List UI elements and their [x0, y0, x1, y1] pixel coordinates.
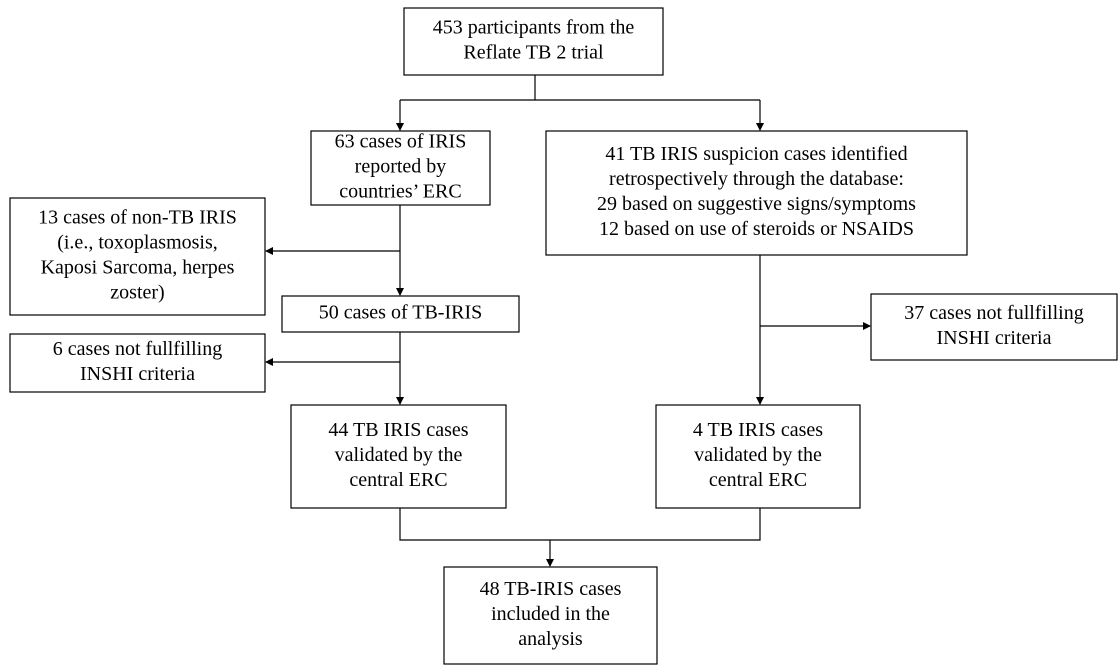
boxes: 453 participants from the Reflate TB 2 tr…: [9, 7, 1118, 665]
box-text: Kaposi Sarcoma, herpes: [41, 257, 235, 279]
box-text: 29 based on suggestive signs/symptoms: [597, 193, 916, 215]
box: [545, 130, 968, 256]
box-text: reported by: [355, 156, 447, 178]
box-text: INSHI criteria: [937, 327, 1052, 349]
box: [870, 293, 1118, 361]
box-text: zoster): [110, 282, 164, 304]
box-text: countries’ ERC: [339, 181, 461, 203]
box: [281, 295, 520, 333]
box: [403, 7, 664, 76]
box: [290, 404, 507, 509]
box: [9, 197, 266, 316]
box: [655, 404, 861, 509]
box-text: validated by the: [335, 444, 463, 466]
box-text: 12 based on use of steroids or NSAIDS: [599, 218, 914, 240]
connector: [400, 75, 760, 101]
box: [9, 333, 266, 393]
box-text: central ERC: [709, 469, 807, 491]
connector: [399, 508, 761, 541]
box: [310, 130, 491, 206]
box-text: included in the: [491, 603, 610, 625]
box-text: central ERC: [349, 469, 447, 491]
box-text: 48 TB-IRIS cases: [480, 578, 622, 600]
box-text: INSHI criteria: [80, 363, 195, 385]
box-text: 13 cases of non-TB IRIS: [38, 207, 237, 229]
box-text: retrospectively through the database:: [609, 168, 904, 190]
box-text: 44 TB IRIS cases: [328, 419, 468, 441]
box: [443, 566, 658, 665]
box-text: 6 cases not fullfilling: [53, 338, 222, 360]
box-text: 37 cases not fullfilling: [904, 302, 1083, 324]
box-text: Reflate TB 2 trial: [463, 42, 604, 64]
box-text: 63 cases of IRIS: [335, 131, 467, 153]
box-text: 41 TB IRIS suspicion cases identified: [605, 143, 907, 165]
box-text: (i.e., toxoplasmosis,: [57, 232, 218, 254]
box-text: 453 participants from the: [433, 17, 635, 39]
box-text: analysis: [518, 628, 583, 650]
box-text: 4 TB IRIS cases: [693, 419, 823, 441]
connectors: [265, 75, 871, 567]
box-text: validated by the: [694, 444, 822, 466]
box-text: 50 cases of TB-IRIS: [319, 302, 483, 324]
